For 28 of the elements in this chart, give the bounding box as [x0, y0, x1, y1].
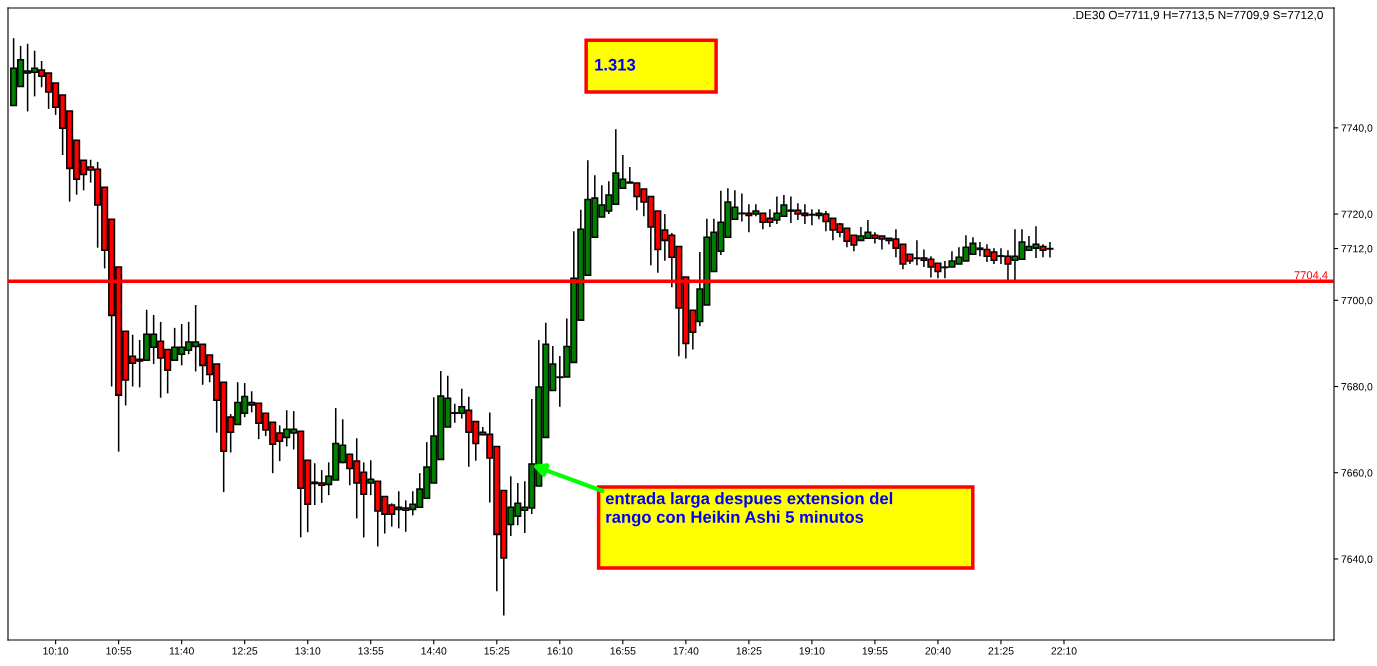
annotation: entrada larga despues extension del rango con Heikin Ashi 5 minutos	[605, 492, 893, 527]
x-tick-label: 13:55	[358, 647, 384, 655]
y-tick-label: 7740,0	[1341, 124, 1373, 133]
x-tick-label: 16:55	[610, 647, 636, 655]
y-tick-label: 7700,0	[1341, 296, 1373, 306]
x-tick-label: 17:40	[673, 647, 699, 655]
x-tick-label: 10:55	[106, 647, 132, 655]
x-tick-label: 16:10	[547, 647, 573, 655]
chart-title: .DE30 O=7711,9 H=7713,5 N=7709,9 S=7712,0	[1073, 10, 1323, 21]
x-tick-label: 21:25	[988, 647, 1014, 655]
ref-line-label: 7704,4	[1294, 271, 1328, 281]
x-tick-label: 19:10	[799, 647, 825, 655]
x-tick-label: 20:40	[925, 647, 951, 655]
y-tick-label: 7712,0	[1341, 245, 1373, 254]
annotation: 1.313	[595, 58, 636, 71]
y-tick-label: 7720,0	[1341, 210, 1373, 220]
x-tick-label: 11:40	[169, 647, 194, 655]
x-tick-label: 15:25	[484, 647, 510, 655]
y-tick-label: 7640,0	[1341, 555, 1373, 565]
x-tick-label: 19:55	[862, 647, 888, 655]
x-tick-label: 22:10	[1051, 647, 1077, 655]
x-tick-label: 10:10	[43, 647, 69, 655]
x-tick-label: 13:10	[295, 647, 321, 655]
y-tick-label: 7660,0	[1341, 469, 1373, 478]
y-tick-label: 7680,0	[1341, 383, 1373, 392]
x-tick-label: 14:40	[421, 647, 447, 655]
x-tick-label: 12:25	[232, 647, 258, 655]
x-tick-label: 18:25	[736, 647, 762, 655]
